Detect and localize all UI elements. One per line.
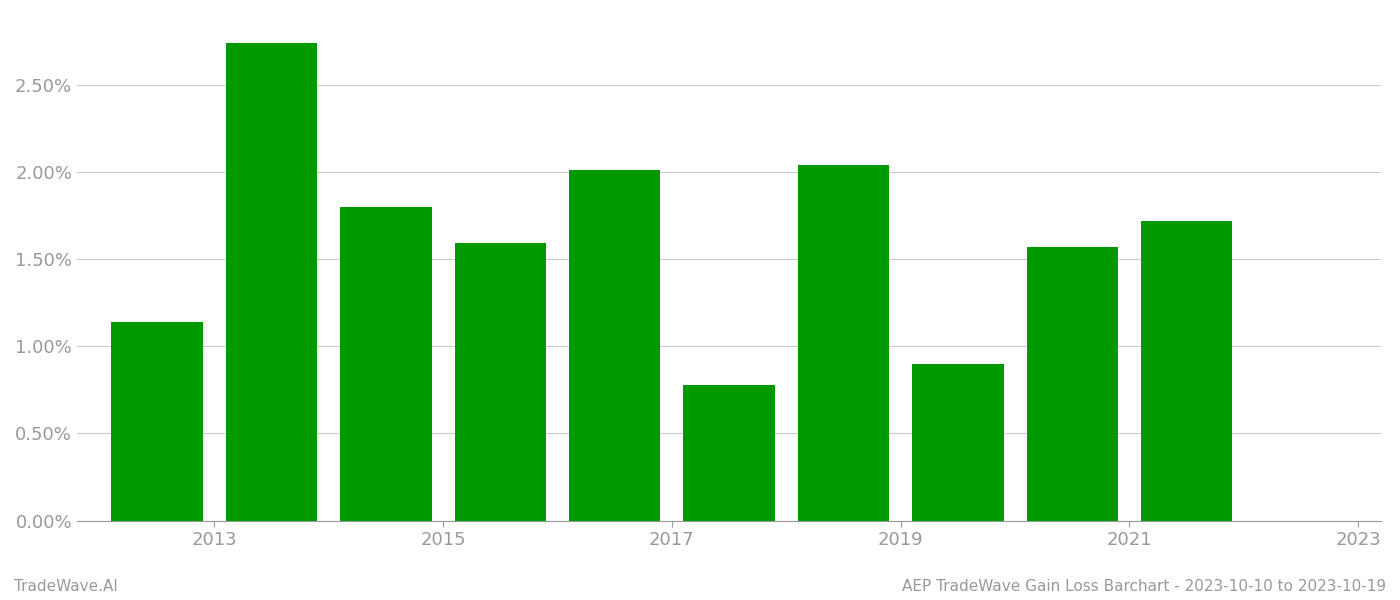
Bar xyxy=(112,322,203,521)
Bar xyxy=(683,385,774,521)
Text: TradeWave.AI: TradeWave.AI xyxy=(14,579,118,594)
Bar xyxy=(340,207,431,521)
Bar xyxy=(798,165,889,521)
Bar xyxy=(913,364,1004,521)
Bar xyxy=(455,244,546,521)
Text: AEP TradeWave Gain Loss Barchart - 2023-10-10 to 2023-10-19: AEP TradeWave Gain Loss Barchart - 2023-… xyxy=(902,579,1386,594)
Bar xyxy=(1026,247,1119,521)
Bar xyxy=(568,170,661,521)
Bar xyxy=(1141,221,1232,521)
Bar xyxy=(225,43,318,521)
